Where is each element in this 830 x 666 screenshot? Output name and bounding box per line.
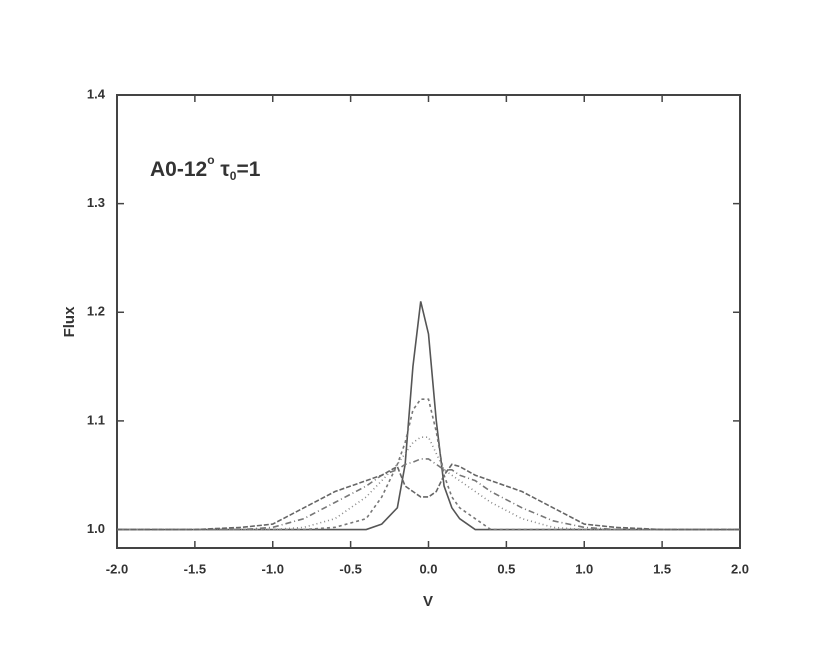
- annotation-subscript: 0: [230, 169, 237, 183]
- x-tick-label: 1.5: [653, 561, 671, 576]
- y-tick-label: 1.1: [87, 412, 105, 427]
- annotation-text: τ: [215, 158, 231, 181]
- series-line: [117, 458, 740, 531]
- annotation-text: A0-12: [150, 158, 207, 181]
- x-tick-label: 0.5: [497, 561, 515, 576]
- y-tick-label: 1.0: [87, 521, 105, 536]
- series-line: [117, 436, 740, 531]
- annotation-text: =1: [236, 158, 260, 181]
- series-line: [117, 463, 740, 531]
- series-line: [117, 398, 740, 531]
- x-tick-label: 1.0: [575, 561, 593, 576]
- annotation: A0-12o τ0=1: [150, 153, 261, 183]
- x-tick-label: -0.5: [339, 561, 361, 576]
- x-tick-label: -1.5: [184, 561, 206, 576]
- y-tick-label: 1.3: [87, 195, 105, 210]
- series-line: [117, 301, 740, 531]
- y-tick-label: 1.4: [87, 86, 106, 101]
- x-axis-label: V: [423, 593, 433, 610]
- y-axis-label: Flux: [61, 306, 78, 337]
- x-tick-label: 0.0: [419, 561, 437, 576]
- x-tick-label: -2.0: [106, 561, 128, 576]
- annotation-superscript: o: [207, 153, 214, 167]
- x-tick-label: 2.0: [731, 561, 749, 576]
- y-tick-label: 1.2: [87, 304, 105, 319]
- x-tick-label: -1.0: [262, 561, 284, 576]
